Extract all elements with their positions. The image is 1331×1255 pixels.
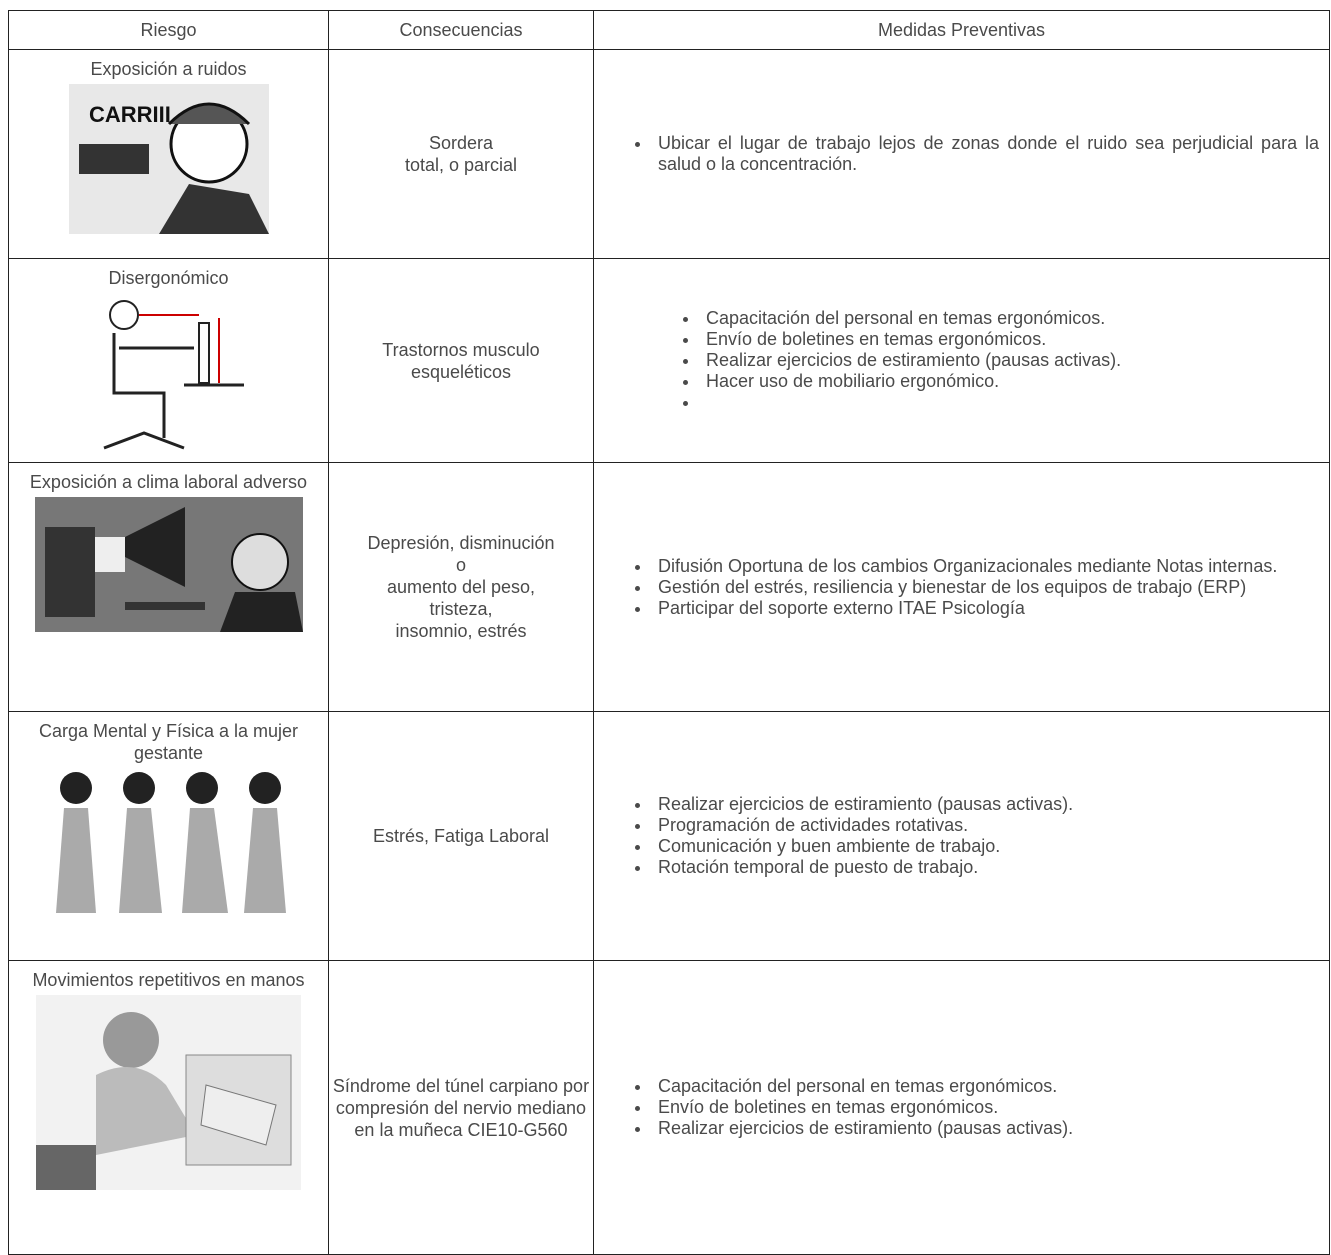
illustration [55,772,286,913]
risk-illustration [9,768,328,913]
measure-item: Participar del soporte externo ITAE Psic… [652,598,1319,619]
measure-item: Ubicar el lugar de trabajo lejos de zona… [652,133,1319,175]
measure-item: Gestión del estrés, resiliencia y bienes… [652,577,1319,598]
measures-cell: Capacitación del personal en temas ergon… [593,258,1330,463]
consequence-line: Síndrome del túnel carpiano por compresi… [332,1075,590,1140]
consequence-cell: Trastornos musculo esqueléticos [328,258,594,463]
illustration [34,497,303,632]
measure-item: Envío de boletines en temas ergonómicos. [700,329,1319,350]
measures-list: Difusión Oportuna de los cambios Organiz… [594,556,1319,619]
svg-text:CARRIII: CARRIII [89,102,171,127]
measures-cell: Realizar ejercicios de estiramiento (pau… [593,711,1330,961]
consequence-line: Depresión, disminución [367,533,555,553]
measure-item: Capacitación del personal en temas ergon… [652,1076,1319,1097]
table-row: Disergonómico Trastornos musculo esqueléti… [8,258,1330,463]
illustration [36,995,301,1190]
risk-label: Exposición a ruidos [90,59,247,79]
consequence-line: Trastornos musculo [382,339,540,360]
measures-list: Ubicar el lugar de trabajo lejos de zona… [594,133,1319,175]
consequence-line: insomnio, estrés [395,621,527,641]
risk-table: Riesgo Consecuencias Medidas Preventivas E… [8,10,1330,1255]
consequence-cell: Estrés, Fatiga Laboral [328,711,594,961]
table-row: Exposición a clima laboral adverso Depres… [8,462,1330,712]
risk-illustration [9,995,328,1190]
risk-cell: Carga Mental y Física a la mujer gestant… [8,711,329,961]
measure-item: Capacitación del personal en temas ergon… [700,308,1319,329]
column-header: Riesgo [8,10,329,50]
column-header: Consecuencias [328,10,594,50]
risk-illustration [9,497,328,632]
illustration [102,300,244,450]
consequence-line: aumento del peso, [386,577,536,597]
consequence-line: Estrés, Fatiga Laboral [372,826,550,846]
table-row: Exposición a ruidos CARRIII Sordera total, … [8,49,1330,259]
risk-illustration: CARRIII [9,84,328,234]
measures-list: Capacitación del personal en temas ergon… [594,308,1319,413]
measure-item: Envío de boletines en temas ergonómicos. [652,1097,1319,1118]
risk-label: Carga Mental y Física a la mujer gestant… [38,721,299,763]
risk-label: Exposición a clima laboral adverso [29,472,308,492]
consequence-line: o [455,555,466,575]
measure-item: Realizar ejercicios de estiramiento (pau… [700,350,1319,371]
consequence-cell: Sordera total, o parcial [328,49,594,259]
illustration: CARRIII [68,84,269,234]
measure-item: Comunicación y buen ambiente de trabajo. [652,836,1319,857]
risk-cell: Disergonómico [8,258,329,463]
consequence-line: Sordera [428,133,494,153]
table-header: Riesgo Consecuencias Medidas Preventivas [8,10,1330,50]
measures-cell: Ubicar el lugar de trabajo lejos de zona… [593,49,1330,259]
risk-illustration [9,293,328,458]
measure-item: Hacer uso de mobiliario ergonómico. [700,371,1319,392]
risk-cell: Movimientos repetitivos en manos [8,960,329,1255]
measures-list: Realizar ejercicios de estiramiento (pau… [594,794,1319,878]
consequence-cell: Depresión, disminución o aumento del peso,… [328,462,594,712]
column-header: Medidas Preventivas [593,10,1330,50]
consequence-line: tristeza, [429,599,493,619]
risk-cell: Exposición a clima laboral adverso [8,462,329,712]
table-row: Movimientos repetitivos en manos Síndrome… [8,960,1330,1255]
risk-label: Disergonómico [108,268,229,288]
measure-item: Programación de actividades rotativas. [652,815,1319,836]
measure-item: Realizar ejercicios de estiramiento (pau… [652,1118,1319,1139]
risk-cell: Exposición a ruidos CARRIII [8,49,329,259]
table-row: Carga Mental y Física a la mujer gestant… [8,711,1330,961]
measures-cell: Difusión Oportuna de los cambios Organiz… [593,462,1330,712]
consequence-cell: Síndrome del túnel carpiano por compresi… [328,960,594,1255]
consequence-line: total, o parcial [404,155,518,175]
table-body: Exposición a ruidos CARRIII Sordera total, … [8,49,1330,1255]
risk-label: Movimientos repetitivos en manos [32,970,305,990]
measures-cell: Capacitación del personal en temas ergon… [593,960,1330,1255]
consequence-line: esqueléticos [410,361,512,382]
empty-bullet [700,392,1319,413]
measures-list: Capacitación del personal en temas ergon… [594,1076,1319,1139]
measure-item: Rotación temporal de puesto de trabajo. [652,857,1319,878]
header-row: Riesgo Consecuencias Medidas Preventivas [8,10,1330,50]
measure-item: Difusión Oportuna de los cambios Organiz… [652,556,1319,577]
measure-item: Realizar ejercicios de estiramiento (pau… [652,794,1319,815]
